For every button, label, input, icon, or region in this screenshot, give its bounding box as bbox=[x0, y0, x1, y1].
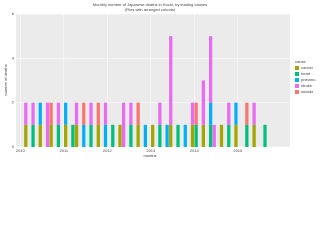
legend-label: suicide bbox=[301, 89, 314, 94]
bar-segment bbox=[208, 36, 213, 103]
bar-segment bbox=[169, 124, 173, 147]
bar-segment bbox=[64, 124, 68, 147]
bar-segment bbox=[82, 102, 86, 125]
legend-title: cause bbox=[295, 59, 306, 64]
chart-subtitle: (Files with arranged cohorts) bbox=[125, 7, 176, 12]
bar-segment bbox=[74, 124, 79, 147]
bar-segment bbox=[89, 124, 93, 147]
bar-segment bbox=[165, 124, 169, 147]
chart: Monthly number of Japanese deaths in Koc… bbox=[3, 2, 316, 158]
bar-segment bbox=[24, 124, 28, 147]
bar-segment bbox=[201, 124, 205, 147]
bar-segment bbox=[252, 102, 256, 125]
bar-segment bbox=[183, 124, 187, 147]
bar-segment bbox=[74, 102, 79, 125]
y-tick-label: 4 bbox=[12, 55, 15, 60]
bar-segment bbox=[38, 124, 42, 147]
x-axis-label: months bbox=[143, 153, 156, 158]
bar-segment bbox=[103, 124, 108, 147]
y-axis-label: number of deaths bbox=[3, 64, 8, 95]
legend-swatch bbox=[295, 90, 299, 94]
legend-label: heart bbox=[301, 71, 311, 76]
bar-segment bbox=[38, 102, 42, 125]
bar-segment bbox=[169, 36, 173, 125]
bar-segment bbox=[96, 124, 100, 147]
bar-segment bbox=[118, 124, 122, 147]
bar-segment bbox=[194, 102, 198, 125]
x-tick-label: 2010 bbox=[16, 148, 26, 153]
bar-segment bbox=[129, 124, 133, 147]
bar-segment bbox=[234, 102, 238, 125]
legend-label: pneumo bbox=[301, 77, 316, 82]
x-tick-label: 2012 bbox=[103, 148, 113, 153]
bar-segment bbox=[31, 102, 35, 125]
bar-segment bbox=[49, 102, 53, 125]
bar-segment bbox=[151, 124, 155, 147]
bar-segment bbox=[212, 124, 216, 147]
bar-segment bbox=[136, 102, 140, 125]
legend-swatch bbox=[295, 72, 299, 76]
bar-segment bbox=[24, 102, 28, 125]
bar-segment bbox=[89, 102, 93, 125]
bar-segment bbox=[136, 124, 140, 147]
bar-segment bbox=[143, 124, 148, 147]
x-tick-label: 2011 bbox=[60, 148, 69, 153]
bar-segment bbox=[45, 102, 50, 147]
bar-segment bbox=[245, 102, 249, 125]
bar-segment bbox=[227, 102, 231, 125]
bar-segment bbox=[245, 124, 249, 147]
y-tick-label: 0 bbox=[12, 144, 15, 149]
legend-label: cancer bbox=[301, 65, 314, 70]
chart-title: Monthly number of Japanese deaths in Koc… bbox=[93, 2, 207, 7]
bar-segment bbox=[122, 102, 126, 147]
bar-segment bbox=[103, 102, 108, 125]
x-tick-label: 2013 bbox=[146, 148, 156, 153]
bar-segment bbox=[219, 124, 224, 147]
bar-segment bbox=[252, 124, 256, 147]
bar-segment bbox=[158, 124, 162, 147]
bar-segment bbox=[263, 124, 267, 147]
bar-segment bbox=[234, 124, 238, 147]
bar-segment bbox=[227, 124, 231, 147]
legend-swatch bbox=[295, 66, 299, 70]
legend-swatch bbox=[295, 78, 299, 82]
legend-label: stroke bbox=[301, 83, 313, 88]
bar-segment bbox=[194, 124, 198, 147]
bar-segment bbox=[31, 124, 35, 147]
x-tick-label: 2015 bbox=[233, 148, 243, 153]
bar-segment bbox=[208, 124, 213, 147]
bar-segment bbox=[190, 102, 195, 125]
bar-segment bbox=[71, 124, 75, 147]
bar-segment bbox=[49, 124, 53, 147]
bar-segment bbox=[56, 102, 61, 125]
bar-segment bbox=[129, 102, 133, 125]
bar-segment bbox=[111, 124, 115, 147]
bar-segment bbox=[82, 124, 86, 147]
bar-segment bbox=[201, 80, 205, 125]
bar-segment bbox=[208, 102, 213, 125]
bar-segment bbox=[56, 124, 61, 147]
bar-segment bbox=[190, 124, 195, 147]
bar-segment bbox=[176, 124, 180, 147]
bar-segment bbox=[158, 102, 162, 125]
bar-segment bbox=[96, 102, 100, 125]
y-tick-label: 2 bbox=[12, 100, 15, 105]
y-tick-label: 6 bbox=[12, 11, 15, 16]
bar-segment bbox=[64, 102, 68, 125]
legend-swatch bbox=[295, 84, 299, 88]
x-tick-label: 2014 bbox=[190, 148, 200, 153]
